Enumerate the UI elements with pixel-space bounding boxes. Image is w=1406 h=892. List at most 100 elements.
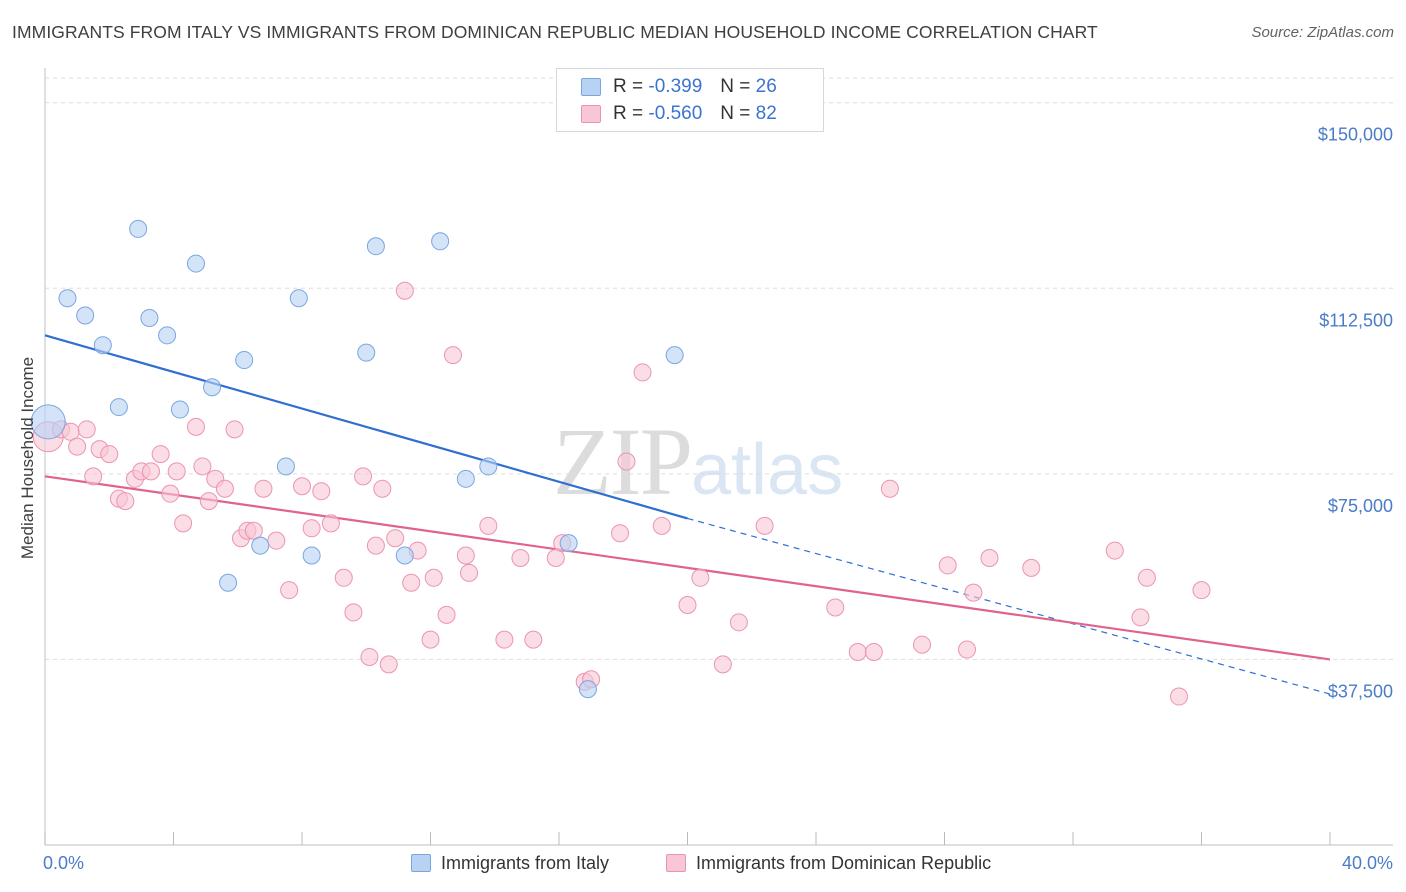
dominican-point [443, 346, 462, 365]
bottom-legend-italy: Immigrants from Italy [411, 850, 609, 876]
dominican-point [964, 583, 983, 602]
italy-point [289, 289, 308, 308]
dominican-point [167, 462, 186, 481]
dominican-point [880, 479, 899, 498]
dominican-point [151, 445, 170, 464]
italy-point [170, 400, 189, 419]
dominican-point [386, 529, 405, 548]
legend-row-dominican: R = -0.560 N = 82 [581, 102, 777, 126]
dominican-point [495, 630, 514, 649]
dominican-point [980, 548, 999, 567]
dominican-point [1022, 558, 1041, 577]
dominican-point [366, 536, 385, 555]
dominican-point [848, 643, 867, 662]
italy-point [76, 306, 95, 325]
dominican-trend-line [44, 475, 1331, 661]
italy-point [219, 573, 238, 592]
watermark: ZIPatlas [553, 406, 843, 517]
italy-legend-label: Immigrants from Italy [441, 852, 610, 873]
legend-r-label: R = [613, 76, 644, 97]
dominican-point [546, 548, 565, 567]
dominican-point [479, 516, 498, 535]
dominican-point [729, 613, 748, 632]
dominican-point [302, 519, 321, 538]
dominican-point [334, 568, 353, 587]
axes [44, 68, 1393, 846]
dominican-point [379, 655, 398, 674]
italy-point [140, 308, 159, 327]
italy-swatch [581, 78, 601, 96]
dominican-point [267, 531, 286, 550]
x-tick-label: 0.0% [43, 853, 84, 873]
italy-point [302, 546, 321, 565]
dominican-point [321, 514, 340, 533]
italy-point [276, 457, 295, 476]
chart-title: IMMIGRANTS FROM ITALY VS IMMIGRANTS FROM… [12, 22, 1098, 42]
italy-trend-extension [687, 517, 1331, 695]
dominican-point [864, 643, 883, 662]
dominican-point [826, 598, 845, 617]
dominican-point [421, 630, 440, 649]
dominican-point [293, 477, 311, 496]
italy-legend-swatch [411, 854, 431, 872]
legend-r-value: -0.399 [648, 76, 703, 97]
italy-point [431, 232, 450, 251]
italy-point [30, 404, 66, 440]
source-label: Source: ZipAtlas.com [1251, 24, 1394, 41]
legend-n-value: 82 [755, 103, 777, 124]
y-tick-label: $37,500 [1328, 681, 1393, 701]
dominican-point [77, 420, 96, 439]
dominican-point [84, 467, 103, 486]
dominican-point [524, 630, 543, 649]
legend-r-label: R = [613, 103, 644, 124]
dominican-point [174, 514, 193, 533]
italy-point [578, 680, 597, 699]
italy-point [203, 378, 222, 397]
dominican-point [913, 635, 932, 654]
y-axis-label: Median Household Income [18, 356, 37, 560]
italy-point [93, 336, 112, 355]
dominican-point [938, 556, 957, 575]
y-tick-label: $75,000 [1328, 496, 1393, 516]
dominican-point [633, 363, 652, 382]
dominican-point [116, 492, 135, 511]
watermark-atlas: atlas [691, 430, 844, 510]
dominican-point [344, 603, 363, 622]
dominican-point [611, 524, 630, 543]
data-points [30, 219, 1211, 706]
x-tick-label: 40.0% [1342, 853, 1393, 873]
dominican-point [225, 420, 244, 439]
dominican-point [957, 640, 976, 659]
dominican-point [511, 548, 530, 567]
dominican-point [193, 457, 212, 476]
dominican-point [437, 605, 456, 624]
dominican-point [354, 467, 373, 486]
dominican-legend-swatch [666, 854, 686, 872]
y-tick-label: $150,000 [1318, 125, 1393, 145]
italy-point [235, 351, 254, 370]
dominican-point [1137, 568, 1156, 587]
legend-n-label: N = [720, 103, 751, 124]
italy-point [109, 398, 128, 417]
italy-point [251, 536, 270, 555]
dominican-point [395, 281, 414, 300]
italy-point [395, 546, 414, 565]
italy-point [58, 289, 77, 308]
dominican-point [142, 462, 161, 481]
legend-row-italy: R = -0.399 N = 26 [581, 75, 777, 99]
dominican-point [755, 516, 774, 535]
dominican-point [373, 479, 392, 498]
dominican-point [1170, 687, 1189, 706]
legend-n-value: 26 [755, 76, 777, 97]
italy-point [665, 346, 684, 365]
dominican-point [161, 484, 180, 503]
legend-n-label: N = [720, 76, 751, 97]
dominican-point [199, 492, 218, 511]
dominican-point [68, 437, 87, 456]
dominican-point [424, 568, 443, 587]
italy-point [357, 343, 376, 362]
bottom-legend-dominican: Immigrants from Dominican Republic [666, 850, 991, 876]
dominican-point [456, 546, 475, 565]
dominican-point [280, 581, 299, 600]
